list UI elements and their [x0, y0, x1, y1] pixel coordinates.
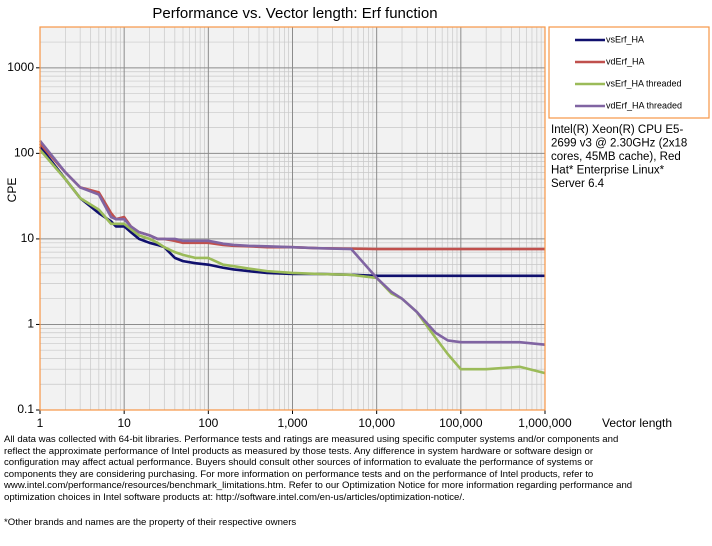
annotation-line: Server 6.4 — [551, 178, 605, 190]
x-tick-label: 1 — [37, 416, 44, 430]
series-line — [38, 140, 546, 346]
plot-border — [39, 26, 546, 411]
footnote-line: configuration may affect actual performa… — [4, 457, 594, 469]
trademark-note: *Other brands and names are the property… — [4, 517, 297, 528]
footnote-line: reflect the approximate performance of I… — [4, 445, 594, 457]
annotation-line: Intel(R) Xeon(R) CPU E5- — [551, 124, 683, 136]
y-tick-label: 10 — [21, 231, 35, 245]
annotation-line: cores, 45MB cache), Red — [551, 151, 681, 163]
legend-label: vdErf_HA threaded — [606, 100, 682, 110]
legend-label: vdErf_HA — [606, 56, 645, 66]
series-line — [38, 145, 545, 278]
x-tick-label: 100 — [198, 416, 218, 430]
x-tick-label: 1,000,000 — [518, 416, 572, 430]
x-tick-label: 1,000 — [277, 416, 307, 430]
series-line — [39, 148, 546, 375]
annotation-line: 2699 v3 @ 2.30GHz (2x18 — [551, 138, 687, 150]
legend-label: vsErf_HA — [606, 34, 644, 44]
chart-title: Performance vs. Vector length: Erf funct… — [152, 5, 437, 22]
footnote-line: components they are considering purchasi… — [4, 468, 594, 480]
footnote-line: All data was collected with 64-bit libra… — [4, 434, 619, 445]
x-tick-label: 10 — [117, 416, 131, 430]
x-tick-label: 100,000 — [439, 416, 483, 430]
y-axis-label: CPE — [5, 178, 19, 203]
annotation-line: Hat* Enterprise Linux* — [551, 165, 665, 177]
x-axis-label: Vector length — [602, 416, 672, 430]
legend-box — [548, 26, 710, 119]
chart: Performance vs. Vector length: Erf funct… — [5, 5, 710, 430]
legend-label: vsErf_HA threaded — [606, 78, 682, 88]
footnote-line: optimization choices in Intel software p… — [4, 492, 465, 503]
x-tick-label: 10,000 — [358, 416, 395, 430]
y-tick-label: 1000 — [7, 60, 34, 74]
y-tick-label: 1 — [27, 317, 34, 331]
footnote-line: www.intel.com/performance/resources/benc… — [4, 480, 633, 492]
y-tick-label: 100 — [14, 146, 34, 160]
y-tick-label: 0.1 — [17, 402, 34, 416]
